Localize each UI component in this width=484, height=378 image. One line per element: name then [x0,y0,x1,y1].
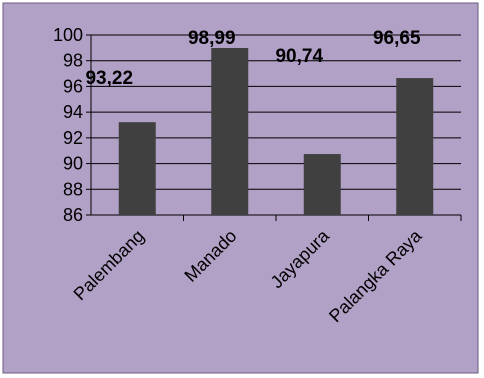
data-label: 90,74 [275,46,323,67]
y-tick-label: 88 [63,179,83,199]
bar-palembang [118,122,156,215]
data-label: 93,22 [85,68,133,89]
bars [118,47,434,215]
bar-jayapura [303,154,341,215]
bar-manado [211,47,249,215]
y-tick-label: 90 [63,154,83,174]
y-tick-label: 86 [63,205,83,225]
y-tick-label: 94 [63,102,83,122]
y-tick-label: 98 [63,51,83,71]
bar-palangka-raya [396,78,434,215]
y-tick-label: 96 [63,76,83,96]
y-tick-label: 100 [53,25,83,45]
data-label: 98,99 [188,28,236,49]
axes: 86 88 90 92 94 96 98 100 [53,25,462,225]
data-label: 96,65 [373,28,421,49]
y-tick-label: 92 [63,128,83,148]
